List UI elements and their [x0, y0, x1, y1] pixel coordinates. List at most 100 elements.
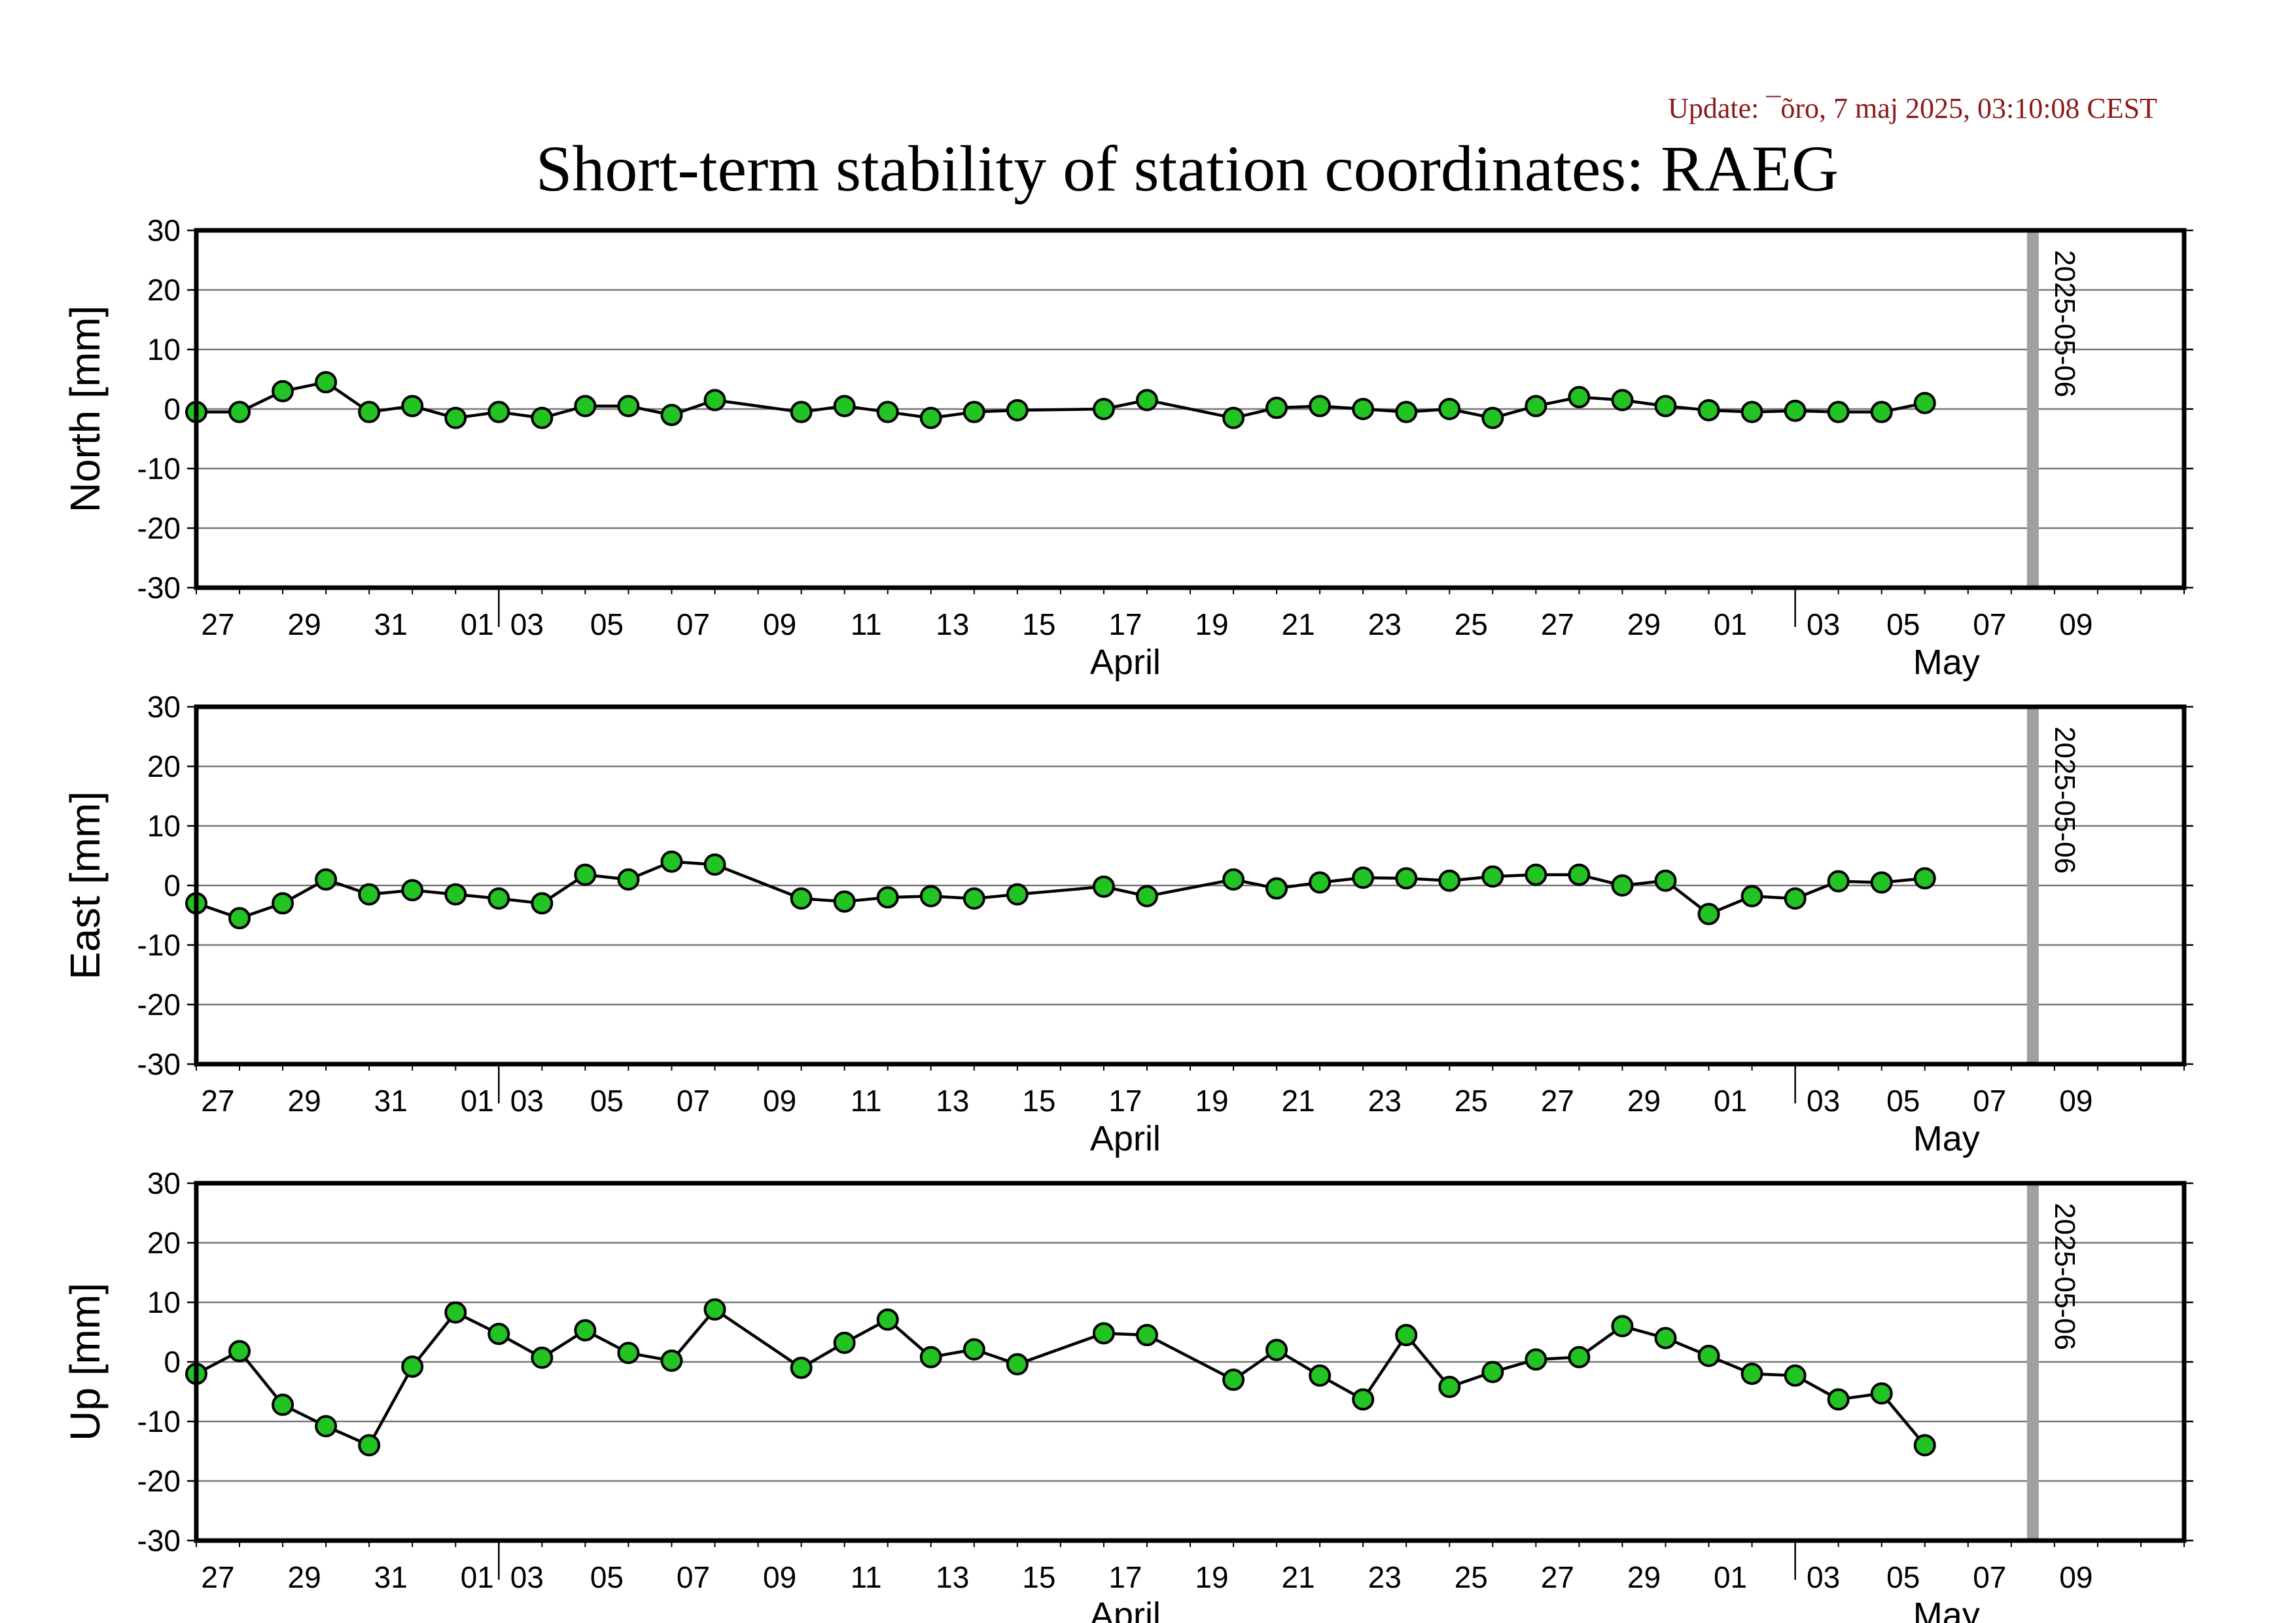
x-tick-label: 03 — [510, 1084, 544, 1118]
data-point — [1784, 1364, 1807, 1387]
data-point — [401, 879, 424, 902]
data-point — [963, 401, 985, 423]
x-tick-label: 29 — [1627, 1560, 1661, 1594]
x-tick-label: 29 — [288, 1560, 321, 1594]
current-day-bar — [2026, 707, 2039, 1064]
y-tick-label: 0 — [164, 1345, 181, 1379]
x-tick-label: 23 — [1368, 1084, 1402, 1118]
data-point — [1827, 870, 1850, 893]
x-tick-label: 31 — [374, 607, 408, 641]
data-point — [1092, 875, 1115, 898]
y-axis-label: Up [mm] — [62, 1283, 109, 1441]
x-tick-label: 09 — [2059, 1084, 2093, 1118]
y-axis-label: North [mm] — [62, 306, 109, 512]
data-point — [1784, 887, 1807, 910]
data-point — [1481, 865, 1504, 888]
data-point — [1654, 395, 1677, 418]
x-tick-label: 11 — [851, 607, 882, 641]
data-point — [574, 395, 597, 418]
series-segment — [411, 1311, 457, 1368]
data-point — [703, 853, 726, 876]
data-point — [574, 1319, 597, 1342]
data-point — [358, 401, 381, 423]
x-tick-label: 01 — [1714, 1560, 1747, 1594]
x-tick-label: 05 — [1886, 1084, 1920, 1118]
x-tick-label: 09 — [2059, 1560, 2093, 1594]
x-tick-label: 13 — [936, 1560, 969, 1594]
y-tick-label: 30 — [147, 1166, 181, 1200]
series-segment — [368, 1366, 414, 1446]
series-segment — [1017, 1332, 1104, 1366]
data-point — [1913, 867, 1936, 890]
data-point — [1611, 389, 1634, 412]
x-tick-label: 21 — [1282, 1084, 1315, 1118]
x-tick-label: 23 — [1368, 1560, 1402, 1594]
x-tick-label: 05 — [1886, 607, 1920, 641]
data-point — [790, 401, 813, 423]
x-tick-label: 19 — [1195, 1560, 1228, 1594]
series-segment — [238, 1350, 284, 1406]
x-tick-label: 19 — [1195, 1084, 1228, 1118]
data-point — [1697, 1344, 1720, 1367]
data-point — [1827, 1388, 1850, 1411]
x-tick-label: 07 — [1973, 1084, 2006, 1118]
data-point — [1740, 885, 1763, 908]
x-tick-label: 07 — [677, 607, 710, 641]
data-point — [617, 868, 640, 891]
data-point — [444, 1301, 467, 1324]
data-point — [1697, 902, 1720, 925]
x-tick-label: 07 — [1973, 1560, 2006, 1594]
x-tick-label: 11 — [851, 1084, 882, 1118]
chart-panel-3: 30 20 10 0 -10 -20 -30 2025-05-06 27 29 31 01 03 05 07… — [62, 1166, 2193, 1623]
month-label: April — [1090, 643, 1161, 682]
data-point — [1395, 401, 1418, 423]
data-point — [1827, 401, 1850, 423]
x-tick-label: 17 — [1108, 1084, 1142, 1118]
data-point — [617, 395, 640, 418]
x-tick-label: 01 — [461, 607, 494, 641]
y-tick-label: -30 — [137, 571, 181, 605]
x-tick-label: 03 — [510, 607, 544, 641]
data-point — [1352, 866, 1375, 889]
x-tick-label: 09 — [763, 607, 796, 641]
series-segment — [670, 1308, 716, 1362]
x-tick-label: 05 — [590, 607, 624, 641]
data-point — [228, 1340, 251, 1363]
x-tick-label: 09 — [2059, 607, 2093, 641]
data-point — [444, 406, 467, 429]
month-label: April — [1090, 1596, 1161, 1623]
current-day-bar — [2026, 1183, 2039, 1541]
x-tick-label: 27 — [1541, 1560, 1574, 1594]
data-point — [1870, 1382, 1893, 1405]
x-tick-label: 03 — [1807, 1084, 1840, 1118]
data-point — [660, 404, 683, 427]
x-tick-label: 21 — [1282, 1560, 1315, 1594]
current-date-label: 2025-05-06 — [2049, 726, 2081, 874]
update-text: Update: ¯õro, 7 maj 2025, 03:10:08 CEST — [1668, 92, 2157, 124]
x-tick-label: 15 — [1022, 607, 1055, 641]
data-point — [272, 1393, 294, 1416]
series-segment — [1880, 1392, 1926, 1446]
x-tick-label: 07 — [677, 1084, 710, 1118]
data-point — [358, 1434, 381, 1457]
y-tick-label: -20 — [137, 1464, 181, 1498]
data-point — [272, 892, 294, 915]
data-point — [1740, 1363, 1763, 1385]
data-point — [358, 883, 381, 906]
x-tick-label: 31 — [374, 1084, 408, 1118]
series-segment — [1017, 885, 1104, 896]
data-point — [1222, 868, 1245, 891]
data-point — [531, 1346, 554, 1369]
data-point — [1438, 869, 1461, 892]
x-tick-label: 29 — [288, 1084, 321, 1118]
data-point — [487, 1323, 510, 1346]
y-tick-label: 10 — [147, 332, 181, 366]
x-tick-label: 23 — [1368, 607, 1402, 641]
series-segment — [1146, 878, 1234, 898]
data-point — [401, 395, 424, 418]
x-tick-label: 07 — [1973, 607, 2006, 641]
x-tick-label: 05 — [590, 1560, 624, 1594]
y-tick-label: -10 — [137, 928, 181, 962]
y-tick-label: 30 — [147, 690, 181, 724]
